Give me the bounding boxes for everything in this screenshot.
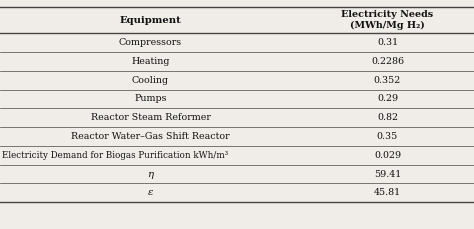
Text: 0.352: 0.352 xyxy=(374,76,401,85)
Text: Pumps: Pumps xyxy=(134,94,167,104)
Text: Electricity Needs
(MWh/Mg H₂): Electricity Needs (MWh/Mg H₂) xyxy=(341,10,434,30)
Text: 0.29: 0.29 xyxy=(377,94,398,104)
Text: 59.41: 59.41 xyxy=(374,169,401,179)
Text: Reactor Steam Reformer: Reactor Steam Reformer xyxy=(91,113,210,122)
Text: ε: ε xyxy=(148,188,153,197)
Text: Cooling: Cooling xyxy=(132,76,169,85)
Text: 0.2286: 0.2286 xyxy=(371,57,404,66)
Text: η: η xyxy=(147,169,154,179)
Text: 0.029: 0.029 xyxy=(374,151,401,160)
Text: 0.35: 0.35 xyxy=(377,132,398,141)
Text: 0.82: 0.82 xyxy=(377,113,398,122)
Text: Electricity Demand for Biogas Purification kWh/m³: Electricity Demand for Biogas Purificati… xyxy=(2,151,228,160)
Text: Reactor Water–Gas Shift Reactor: Reactor Water–Gas Shift Reactor xyxy=(71,132,230,141)
Text: Heating: Heating xyxy=(131,57,170,66)
Text: 0.31: 0.31 xyxy=(377,38,398,47)
Text: Compressors: Compressors xyxy=(119,38,182,47)
Text: Equipment: Equipment xyxy=(119,16,182,25)
Text: 45.81: 45.81 xyxy=(374,188,401,197)
